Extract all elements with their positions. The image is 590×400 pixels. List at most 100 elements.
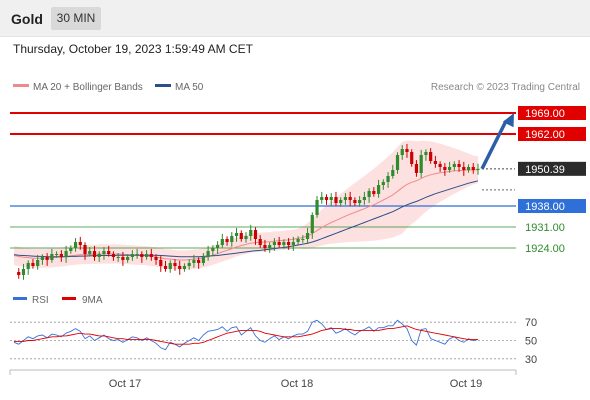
candle-body [476,168,480,170]
candle-body [92,251,97,257]
candle-body [320,197,324,200]
candle-body [135,254,139,255]
symbol-name: Gold [11,11,43,27]
rsi-panel: 30 50 70 [10,317,537,366]
ma50-legend-swatch [155,84,171,87]
current-price-tag [518,161,586,176]
candle-body [367,191,371,197]
candle-body [462,167,466,170]
candle-body [187,263,191,266]
ma50-legend-label: MA 50 [175,82,204,93]
candle-body [334,197,338,203]
support-label: 1931.00 [525,222,565,234]
candle-body [372,191,376,194]
candle-body [348,197,352,200]
candles [17,143,480,280]
candle-body [410,152,414,164]
candle-body [154,257,158,260]
candle-body [405,149,409,152]
candle-body [17,272,21,275]
candle-body [230,236,234,242]
rsi-ma-line [14,325,478,345]
candle-body [173,263,177,266]
candle-body [395,155,400,170]
candle-body [64,251,68,257]
candle-body [258,239,262,245]
candle-body [358,200,362,203]
candle-body [220,239,224,245]
resistance-tag [518,127,586,141]
candle-body [178,266,182,269]
candle-body [111,254,116,257]
candle-body [197,260,201,263]
candle-body [59,254,63,257]
candle-body [282,242,286,245]
candle-body [362,197,366,200]
candle-body [353,200,357,203]
candle-body [234,233,239,236]
candle-body [272,242,277,245]
candle-body [97,254,101,257]
candle-body [343,197,348,200]
candle-body [40,257,45,260]
candle-body [310,215,314,233]
candle-body [149,254,153,257]
candle-body [88,251,92,254]
rsi-tick-label: 70 [525,317,537,329]
candle-body [249,230,253,236]
time-axis-label: Oct 17 [109,378,141,390]
candle-body [225,239,229,242]
candle-body [253,230,258,239]
ma20-legend-label: MA 20 + Bollinger Bands [33,82,143,93]
candle-body [163,266,168,269]
ma50-line [13,180,479,258]
candle-body [471,167,475,170]
level-labels: 1969.00 1962.00 1950.39 1938.00 1931.00 1924.… [518,106,586,255]
candle-body [291,242,295,245]
candle-body [386,176,390,182]
current-price-label: 1950.39 [525,164,565,176]
candle-body [400,149,404,155]
moving-averages [13,169,479,261]
candle-body [107,251,111,254]
candle-body [168,263,172,269]
candle-body [324,197,329,200]
candle-body [277,242,281,245]
candle-body [45,257,49,260]
legend: MA 20 + Bollinger Bands MA 50 Research ©… [13,82,580,93]
candle-body [287,242,291,245]
candle-body [211,248,215,251]
candle-body [31,263,35,266]
pivot-label: 1938.00 [525,201,565,213]
rsi-tick-label: 50 [525,336,537,348]
candle-body [159,260,163,266]
candle-body [447,167,452,170]
candle-body [268,245,272,248]
candle-body [301,239,305,240]
candle-body [73,242,78,248]
timeframe-button[interactable]: 30 MIN [51,7,101,30]
forecast-arrow-head [502,113,514,128]
candle-body [36,260,40,266]
resistance-tag [518,106,586,120]
resistance-label: 1962.00 [525,129,565,141]
top-bar: Gold 30 MIN [0,0,590,37]
ma20-legend-swatch [13,84,29,87]
candle-body [339,200,343,203]
candle-body [102,251,106,254]
support-label: 1924.00 [525,243,565,255]
candle-body [391,170,395,176]
rsi-legend-label: RSI [32,295,49,306]
research-credit: Research © 2023 Trading Central [431,82,580,93]
candle-body [126,257,130,260]
time-axis-label: Oct 19 [450,378,482,390]
forecast-arrow-shaft [480,120,508,170]
rsi-tick-label: 30 [525,354,537,366]
rsi-line [13,319,479,351]
candle-body [192,260,196,263]
rsi-legend-swatch [13,297,27,300]
pivot-tag [518,199,586,213]
candle-body [144,254,149,257]
candle-body [121,257,125,260]
